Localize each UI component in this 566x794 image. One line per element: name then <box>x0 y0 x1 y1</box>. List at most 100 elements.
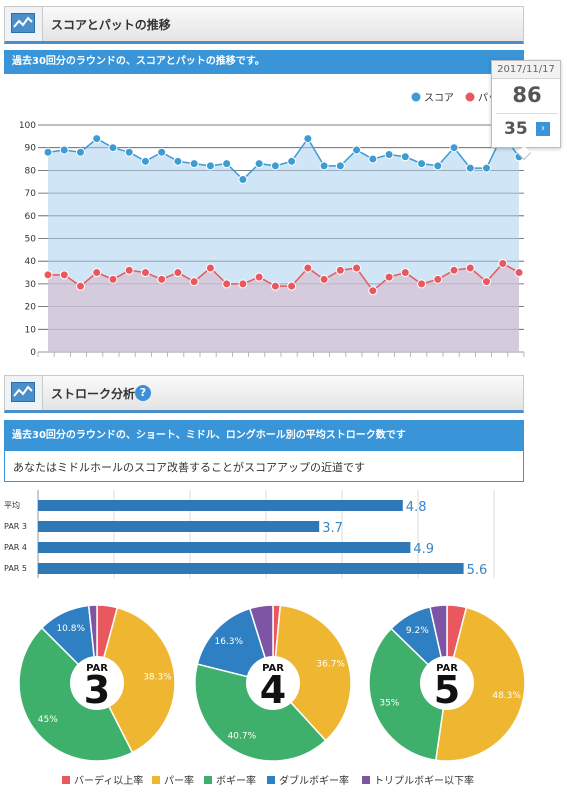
y-tick-label: 0 <box>30 348 36 358</box>
putt-point <box>75 281 85 291</box>
pie-slice <box>194 663 327 762</box>
score-point <box>482 163 492 173</box>
score-point <box>433 161 443 171</box>
legend-swatch <box>267 776 275 784</box>
score-point <box>319 161 329 171</box>
y-tick-label: 100 <box>19 121 36 131</box>
legend-item-double[interactable]: ダブルボギー率 <box>267 772 349 787</box>
pie-slice-label: 40.7% <box>228 731 257 741</box>
bar-value-label: 3.7 <box>322 521 343 536</box>
pie-center-label: PAR <box>262 663 284 674</box>
legend-label: トリプルボギー以下率 <box>374 776 474 787</box>
putt-point <box>205 263 215 273</box>
putt-point <box>124 265 134 275</box>
pie-center-number: 3 <box>84 668 110 712</box>
score-point <box>173 156 183 166</box>
pie-slice-label: 48.3% <box>492 691 521 701</box>
bar-category-label: PAR 5 <box>4 564 27 573</box>
legend-item-birdie[interactable]: バーディ以上率 <box>62 772 144 787</box>
putt-point <box>335 265 345 275</box>
y-tick-label: 20 <box>25 303 37 313</box>
pie-slice <box>272 604 352 742</box>
putt-point <box>270 281 280 291</box>
pie-slice-label: 35% <box>379 699 399 709</box>
score-point <box>287 156 297 166</box>
score-point <box>75 147 85 157</box>
pie-slice-label: 38.3% <box>143 673 172 683</box>
legend-marker <box>411 92 421 102</box>
score-point <box>335 161 345 171</box>
section-header-stroke-analysis: ストローク分析 ? <box>4 375 524 413</box>
score-point <box>465 163 475 173</box>
putt-point <box>92 268 102 278</box>
putt-point <box>140 268 150 278</box>
pie-center-number: 5 <box>434 668 460 712</box>
score-point <box>92 134 102 144</box>
pie-slice-label: 36.7% <box>316 660 345 670</box>
score-point <box>108 143 118 153</box>
pie-slice-label: 9.2% <box>406 626 429 636</box>
score-point <box>205 161 215 171</box>
pie-slice <box>368 627 448 762</box>
pie-legend: バーディ以上率 パー率 ボギー率 ダブルボギー率 トリプルボギー以下率 <box>62 772 502 787</box>
pie-slice-label: 45% <box>38 715 58 725</box>
putt-point <box>352 263 362 273</box>
y-tick-label: 80 <box>25 166 37 176</box>
chart-tooltip: 2017/11/17 86 35 › <box>491 60 561 161</box>
pie-slice <box>434 606 526 762</box>
section-subtitle: 過去30回分のラウンドの、ショート、ミドル、ロングホール別の平均ストローク数です <box>4 420 524 451</box>
help-icon[interactable]: ? <box>135 385 151 401</box>
pie-center-label: PAR <box>436 663 458 674</box>
putt-point <box>465 263 475 273</box>
pie-center <box>420 656 474 710</box>
tooltip-putts: 35 <box>504 119 528 139</box>
putt-point <box>417 279 427 289</box>
bar-value-label: 4.8 <box>406 500 427 515</box>
legend-label: バーディ以上率 <box>74 776 144 787</box>
chevron-right-icon[interactable]: › <box>536 122 550 136</box>
score-point <box>368 154 378 164</box>
section-title: スコアとパットの推移 <box>51 18 171 32</box>
putt-point <box>108 274 118 284</box>
stroke-bar-chart: 平均 4.8 PAR 3 3.7 PAR 4 4.9 PAR 5 5.6 <box>4 490 495 578</box>
legend-item-par[interactable]: パー率 <box>152 772 194 787</box>
putt-point <box>303 263 313 273</box>
legend-swatch <box>204 776 212 784</box>
putt-point <box>368 286 378 296</box>
chart-trend-icon <box>5 376 43 410</box>
pie-slice <box>96 606 176 754</box>
y-tick-label: 50 <box>25 235 37 245</box>
pie-slice-label: 16.3% <box>214 637 243 647</box>
putt-point <box>384 272 394 282</box>
score-putt-line-chart: 0102030405060708090100スコアパット <box>19 92 525 358</box>
section-header-score-putt: スコアとパットの推移 <box>4 6 524 44</box>
putt-area <box>48 263 519 352</box>
putt-point <box>238 279 248 289</box>
pie-center-label: PAR <box>86 663 108 674</box>
score-point <box>238 174 248 184</box>
y-tick-label: 40 <box>25 257 37 267</box>
score-point <box>303 134 313 144</box>
y-tick-label: 30 <box>25 280 37 290</box>
y-tick-label: 90 <box>25 144 37 154</box>
legend-item-bogey[interactable]: ボギー率 <box>204 772 256 787</box>
score-point <box>189 159 199 169</box>
section-subtitle: 過去30回分のラウンドの、スコアとパットの推移です。 <box>4 50 524 74</box>
legend-item-triple[interactable]: トリプルボギー以下率 <box>362 772 474 787</box>
legend-swatch <box>362 776 370 784</box>
score-point <box>124 147 134 157</box>
score-point <box>222 159 232 169</box>
score-point <box>157 147 167 157</box>
putt-point <box>433 274 443 284</box>
advice-text: あなたはミドルホールのスコア改善することがスコアアップの近道です <box>4 451 524 482</box>
putt-point <box>400 268 410 278</box>
putt-point <box>189 277 199 287</box>
score-point <box>270 161 280 171</box>
pie-center <box>70 656 124 710</box>
putt-point <box>449 265 459 275</box>
score-point <box>400 152 410 162</box>
putt-point <box>514 268 524 278</box>
